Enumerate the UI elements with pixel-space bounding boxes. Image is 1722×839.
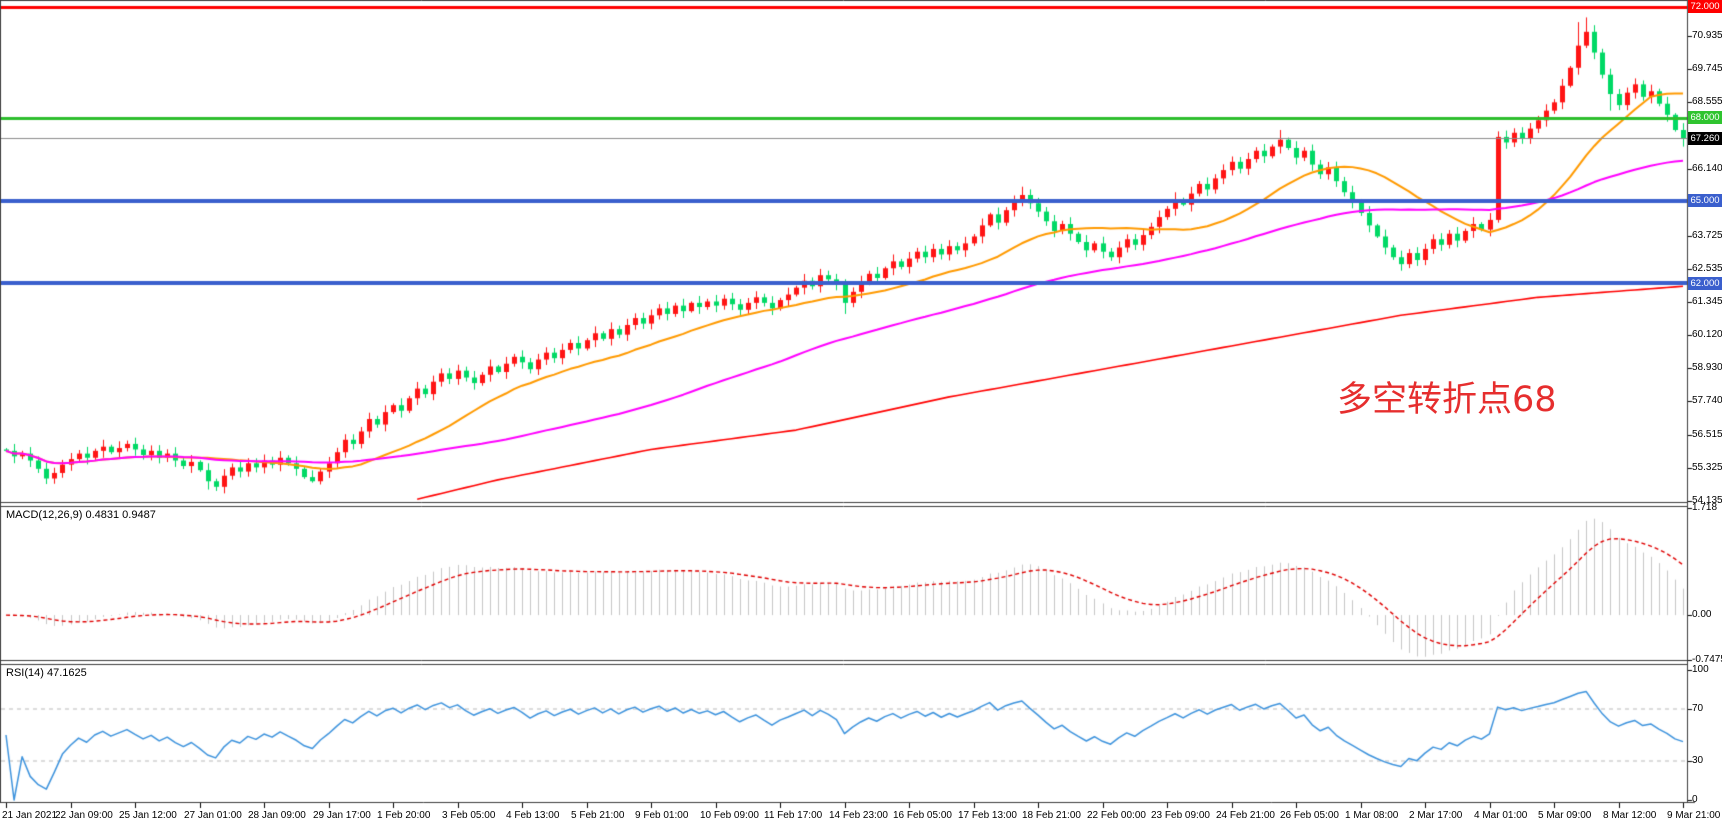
trend-annotation: 多空转折点68 xyxy=(1337,380,1557,420)
rsi-indicator-label: RSI(14) 47.1625 xyxy=(6,667,87,679)
macd-indicator-label: MACD(12,26,9) 0.4831 0.9487 xyxy=(6,509,156,521)
